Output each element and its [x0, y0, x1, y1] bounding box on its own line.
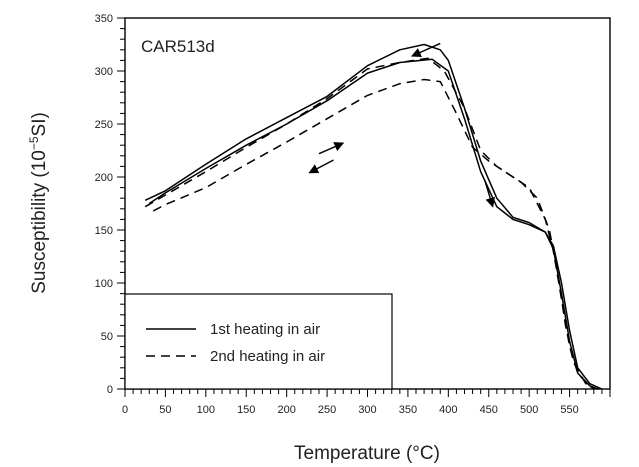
direction-arrow-3 — [308, 159, 334, 174]
x-tick-label-100: 100 — [197, 404, 215, 416]
legend-label-2: 2nd heating in air — [210, 348, 325, 365]
y-axis-title-tail: SI) — [29, 112, 50, 136]
y-tick-label-0: 0 — [107, 384, 113, 396]
legend-box — [124, 293, 393, 390]
x-tick-label-400: 400 — [439, 404, 457, 416]
y-tick-label-250: 250 — [95, 119, 113, 131]
x-tick-label-200: 200 — [277, 404, 295, 416]
series-layer — [144, 43, 603, 390]
series-1-curve-2 — [148, 58, 599, 390]
x-tick-label-300: 300 — [358, 404, 376, 416]
ticks-layer: 0 50 100 150 200 250 300 350 400 450 500 550 0 50 100 1… — [95, 13, 611, 416]
arrow-layer — [308, 42, 495, 208]
y-axis-title: Susceptibility (10−5SI) — [27, 112, 50, 294]
series-2-curve-2 — [152, 78, 596, 390]
y-tick-label-300: 300 — [95, 66, 113, 78]
x-tick-label-250: 250 — [318, 404, 336, 416]
x-tick-label-350: 350 — [399, 404, 417, 416]
legend-label-1: 1st heating in air — [210, 321, 320, 338]
y-axis-title-main: Susceptibility (10 — [29, 150, 50, 294]
chart-annotation: CAR513d — [141, 37, 215, 56]
x-tick-label-500: 500 — [520, 404, 538, 416]
x-tick-label-50: 50 — [159, 404, 171, 416]
y-tick-label-350: 350 — [95, 13, 113, 25]
direction-arrow-4 — [484, 179, 495, 208]
x-tick-label-0: 0 — [122, 404, 128, 416]
direction-arrow-2 — [318, 142, 345, 155]
y-axis-title-superscript: −5 — [27, 136, 41, 150]
y-tick-label-100: 100 — [95, 278, 113, 290]
series-1-curve-1 — [144, 43, 603, 390]
direction-arrow-1 — [411, 42, 441, 58]
legend: 1st heating in air 2nd heating in air — [124, 293, 393, 390]
y-tick-label-150: 150 — [95, 225, 113, 237]
x-axis-title: Temperature (°C) — [294, 443, 440, 464]
y-tick-label-200: 200 — [95, 172, 113, 184]
x-tick-label-450: 450 — [480, 404, 498, 416]
x-tick-label-550: 550 — [560, 404, 578, 416]
y-tick-label-50: 50 — [101, 331, 113, 343]
x-tick-label-150: 150 — [237, 404, 255, 416]
